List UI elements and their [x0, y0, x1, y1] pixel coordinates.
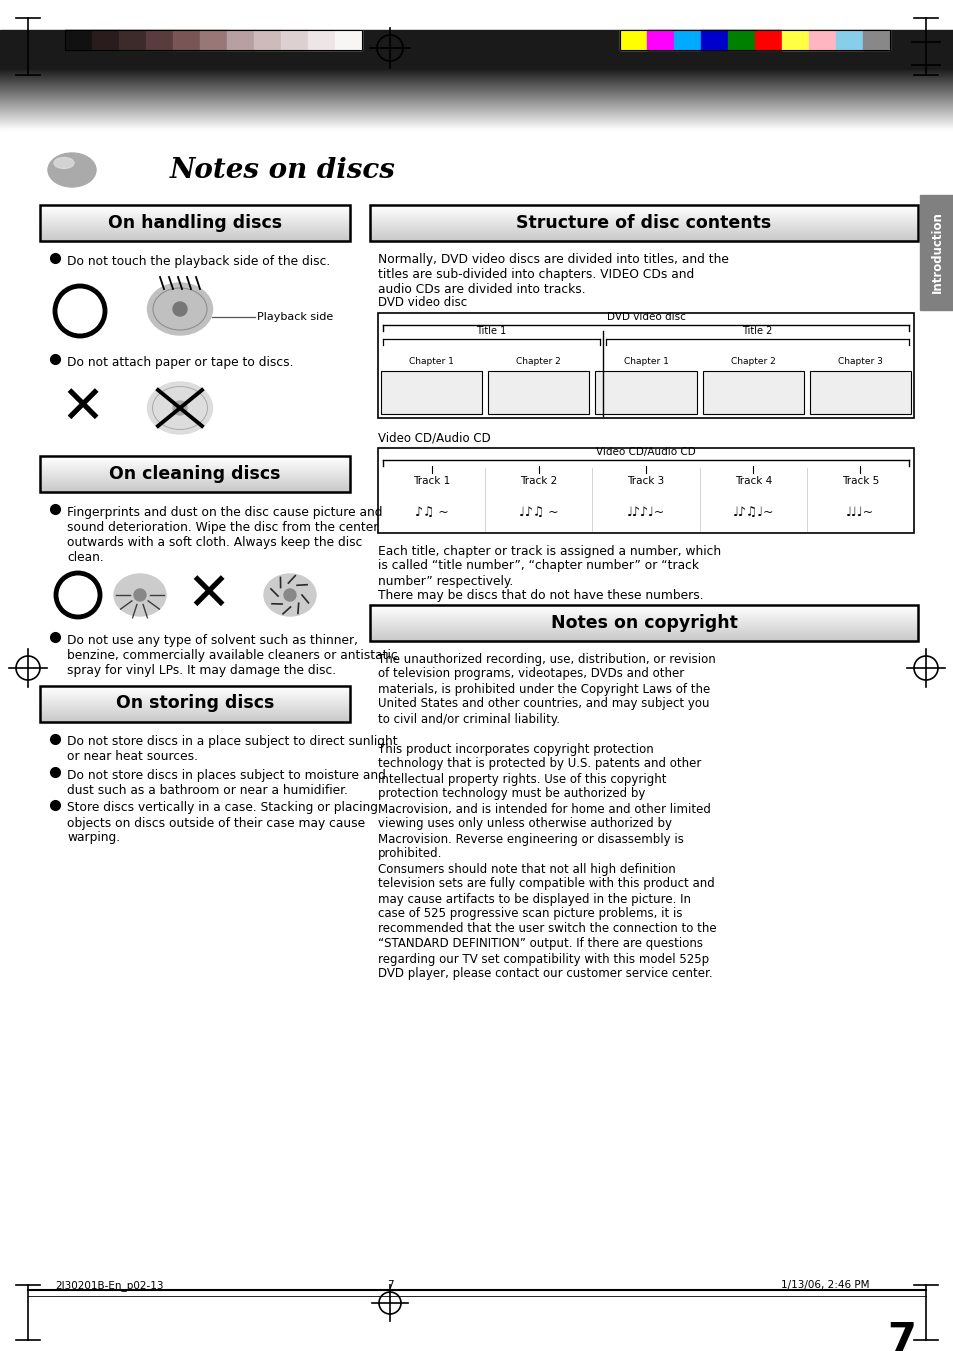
Bar	[227, 30, 253, 50]
Text: ♩♪♫♩~: ♩♪♫♩~	[732, 505, 773, 519]
Text: Structure of disc contents: Structure of disc contents	[516, 213, 771, 232]
Text: Do not store discs in places subject to moisture and
dust such as a bathroom or : Do not store discs in places subject to …	[67, 769, 385, 797]
Bar	[619, 30, 646, 50]
Text: ♩♩♩~: ♩♩♩~	[845, 505, 874, 519]
Text: Track 4: Track 4	[734, 476, 771, 485]
Bar	[0, 30, 953, 68]
Bar	[377, 312, 913, 417]
Text: ♩♪♪♩~: ♩♪♪♩~	[626, 505, 664, 519]
Bar	[40, 685, 350, 721]
Bar	[91, 30, 119, 50]
Bar	[808, 30, 835, 50]
Text: Store discs vertically in a case. Stacking or placing
objects on discs outside o: Store discs vertically in a case. Stacki…	[67, 801, 377, 844]
Ellipse shape	[148, 282, 213, 335]
Bar	[595, 370, 696, 413]
Ellipse shape	[264, 574, 315, 616]
Text: ♩♪♫ ~: ♩♪♫ ~	[518, 505, 558, 519]
Text: DVD video disc: DVD video disc	[377, 296, 467, 309]
Bar	[646, 30, 673, 50]
Text: Title 2: Title 2	[741, 327, 772, 336]
Text: Chapter 2: Chapter 2	[516, 357, 560, 366]
Bar	[377, 447, 913, 532]
Bar	[754, 30, 781, 50]
Text: ♪♫ ~: ♪♫ ~	[415, 505, 448, 519]
Bar	[65, 30, 91, 50]
Bar	[701, 370, 803, 413]
Text: Chapter 1: Chapter 1	[623, 357, 668, 366]
Bar	[172, 30, 200, 50]
Bar	[619, 30, 889, 50]
Bar	[281, 30, 308, 50]
Ellipse shape	[54, 158, 74, 169]
Text: 7: 7	[386, 1279, 393, 1290]
Bar	[146, 30, 172, 50]
Text: Playback side: Playback side	[256, 312, 333, 322]
Text: Do not touch the playback side of the disc.: Do not touch the playback side of the di…	[67, 255, 330, 267]
Text: Track 2: Track 2	[519, 476, 557, 485]
Bar	[119, 30, 146, 50]
Text: Track 3: Track 3	[627, 476, 664, 485]
Text: DVD video disc: DVD video disc	[606, 312, 684, 323]
Bar	[308, 30, 335, 50]
Text: Title 1: Title 1	[476, 327, 506, 336]
Text: ✕: ✕	[60, 382, 104, 434]
Text: On storing discs: On storing discs	[115, 694, 274, 712]
Bar	[253, 30, 281, 50]
Bar	[919, 195, 953, 309]
Text: Normally, DVD video discs are divided into titles, and the
titles are sub-divide: Normally, DVD video discs are divided in…	[377, 253, 728, 296]
Bar	[781, 30, 808, 50]
Ellipse shape	[113, 574, 166, 616]
Bar	[488, 370, 589, 413]
Text: On cleaning discs: On cleaning discs	[110, 465, 280, 484]
Text: Each title, chapter or track is assigned a number, which
is called “title number: Each title, chapter or track is assigned…	[377, 544, 720, 603]
Text: Do not store discs in a place subject to direct sunlight
or near heat sources.: Do not store discs in a place subject to…	[67, 735, 397, 763]
Bar	[673, 30, 700, 50]
Text: 2I30201B-En_p02-13: 2I30201B-En_p02-13	[55, 1279, 163, 1292]
Bar	[380, 370, 481, 413]
Text: Track 1: Track 1	[413, 476, 450, 485]
Bar	[200, 30, 227, 50]
Bar	[370, 205, 917, 240]
Circle shape	[172, 303, 187, 316]
Ellipse shape	[148, 382, 213, 434]
Text: Video CD/Audio CD: Video CD/Audio CD	[596, 447, 695, 458]
Bar	[862, 30, 889, 50]
Text: Video CD/Audio CD: Video CD/Audio CD	[377, 431, 490, 444]
Circle shape	[133, 589, 146, 601]
Text: Chapter 1: Chapter 1	[409, 357, 454, 366]
Ellipse shape	[48, 153, 96, 186]
Bar	[835, 30, 862, 50]
Text: The unauthorized recording, use, distribution, or revision
of television program: The unauthorized recording, use, distrib…	[377, 653, 716, 981]
Text: Do not use any type of solvent such as thinner,
benzine, commercially available : Do not use any type of solvent such as t…	[67, 634, 397, 677]
Circle shape	[284, 589, 295, 601]
Text: Do not attach paper or tape to discs.: Do not attach paper or tape to discs.	[67, 357, 294, 369]
Circle shape	[172, 401, 187, 415]
Text: Chapter 2: Chapter 2	[730, 357, 775, 366]
Text: Notes on copyright: Notes on copyright	[550, 613, 737, 631]
Bar	[700, 30, 727, 50]
Bar	[335, 30, 361, 50]
Text: Introduction: Introduction	[929, 212, 943, 293]
Bar	[727, 30, 754, 50]
Text: 7: 7	[886, 1320, 915, 1351]
Bar	[809, 370, 910, 413]
Bar	[370, 604, 917, 640]
Bar	[40, 205, 350, 240]
Text: Fingerprints and dust on the disc cause picture and
sound deterioration. Wipe th: Fingerprints and dust on the disc cause …	[67, 507, 382, 563]
Text: Chapter 3: Chapter 3	[837, 357, 882, 366]
Text: On handling discs: On handling discs	[108, 213, 282, 232]
Bar	[40, 457, 350, 492]
Text: Notes on discs: Notes on discs	[170, 157, 395, 184]
Text: Track 5: Track 5	[841, 476, 878, 485]
Bar	[65, 30, 361, 50]
Text: 1/13/06, 2:46 PM: 1/13/06, 2:46 PM	[781, 1279, 869, 1290]
Text: ✕: ✕	[186, 569, 230, 621]
